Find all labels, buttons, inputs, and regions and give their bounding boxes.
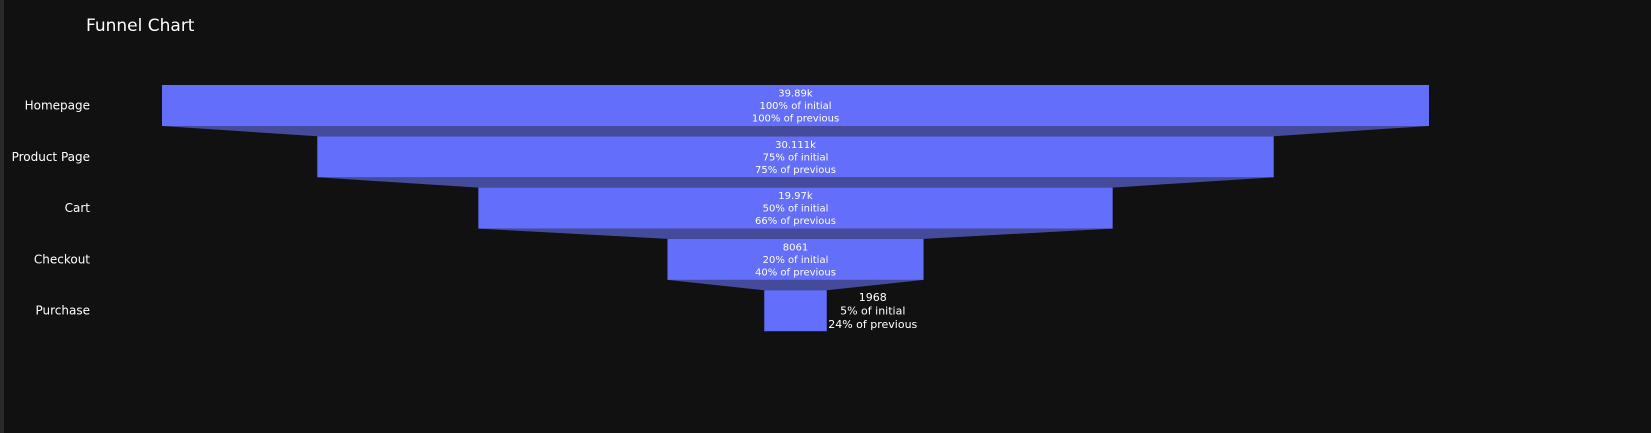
bar-value-label-2: 30.111k <box>775 140 816 151</box>
funnel-bar-5 <box>764 290 827 332</box>
funnel-bar-1 <box>162 85 1429 126</box>
bar-pct-initial-label-3: 50% of initial <box>763 204 829 215</box>
bar-pct-initial-label-2: 75% of initial <box>763 152 829 163</box>
bar-value-label-3: 19.97k <box>778 191 813 202</box>
bars-layer <box>162 85 1429 332</box>
connector-1 <box>162 126 1429 137</box>
funnel-bar-3 <box>478 187 1113 229</box>
bar-pct-previous-label-2: 75% of previous <box>755 165 836 176</box>
bar-value-label-4: 8061 <box>783 242 808 253</box>
funnel-bar-4 <box>667 238 924 280</box>
connector-2 <box>317 177 1274 188</box>
bar-pct-initial-label-5: 5% of initial <box>840 305 905 318</box>
connector-4 <box>667 279 924 291</box>
bar-pct-previous-label-3: 66% of previous <box>755 216 836 227</box>
stage-label-4: Checkout <box>34 252 90 266</box>
stage-label-3: Cart <box>65 201 91 215</box>
stage-label-2: Product Page <box>12 150 90 164</box>
bar-pct-previous-label-5: 24% of previous <box>828 318 917 331</box>
bar-value-label-1: 39.89k <box>778 89 813 100</box>
stage-label-1: Homepage <box>25 99 90 113</box>
chart-area: Funnel Chart Homepage 39.89k 100% of initi… <box>4 0 1651 433</box>
bar-value-label-5: 1968 <box>859 291 887 304</box>
bar-pct-initial-label-4: 20% of initial <box>763 255 829 266</box>
funnel-bar-2 <box>317 136 1274 178</box>
bar-pct-previous-label-4: 40% of previous <box>755 267 836 278</box>
connector-3 <box>478 228 1113 239</box>
stage-label-5: Purchase <box>36 304 91 318</box>
chart-title: Funnel Chart <box>86 16 195 36</box>
connectors-layer <box>162 126 1429 291</box>
bar-pct-previous-label-1: 100% of previous <box>752 114 839 125</box>
bar-pct-initial-label-1: 100% of initial <box>759 101 831 112</box>
